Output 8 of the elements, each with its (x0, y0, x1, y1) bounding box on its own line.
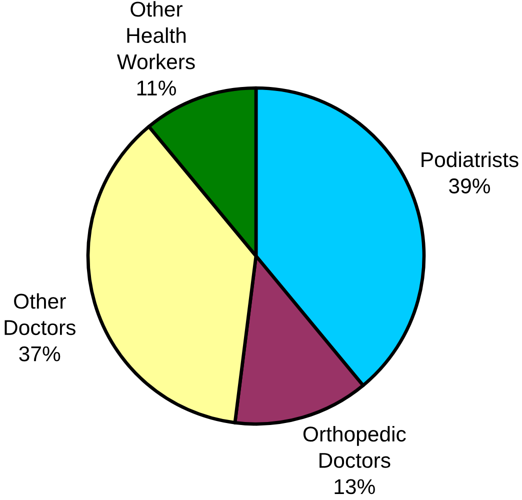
slice-label: Other Doctors (4, 293, 76, 336)
data-label: 13% (334, 479, 375, 494)
data-label: 37% (19, 346, 60, 362)
slice-label: Orthopedic Doctors (303, 426, 406, 468)
data-label: 11% (137, 80, 176, 96)
slice-label: Podiatrists (422, 152, 518, 168)
data-label: 39% (449, 178, 490, 194)
slice-label: Other Health Workers (116, 1, 195, 70)
